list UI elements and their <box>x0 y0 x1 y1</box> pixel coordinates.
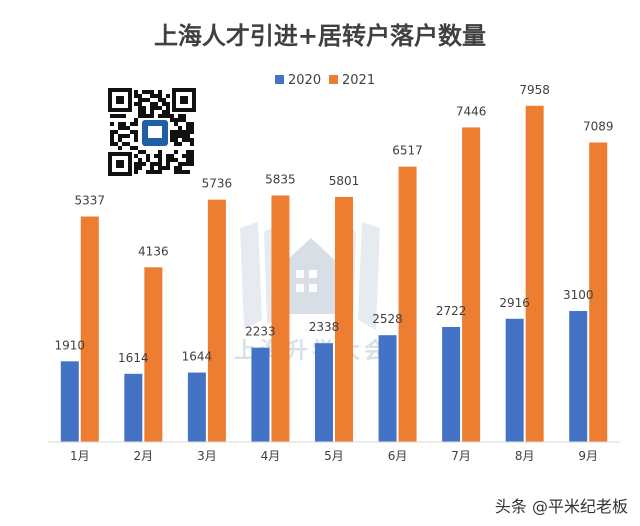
data-label-2021-3: 5736 <box>202 177 233 191</box>
data-label-2020-5: 2338 <box>309 320 340 334</box>
x-tick-label-5: 5月 <box>324 449 344 463</box>
data-label-2021-4: 5835 <box>265 172 296 186</box>
data-label-2020-7: 2722 <box>436 304 467 318</box>
bars <box>60 105 608 443</box>
credit-text: 头条 @平米纪老板 <box>495 497 628 516</box>
data-label-2020-9: 3100 <box>563 288 594 302</box>
qr-code-icon <box>108 88 196 176</box>
legend-swatch-2021 <box>329 75 338 84</box>
bar-2021-3 <box>207 199 226 442</box>
data-label-2021-2: 4136 <box>138 244 169 258</box>
data-label-2020-1: 1910 <box>55 338 86 352</box>
x-tick-label-4: 4月 <box>261 449 281 463</box>
bar-2021-1 <box>80 216 99 442</box>
data-label-2020-4: 2233 <box>245 325 276 339</box>
bar-2021-2 <box>144 267 163 442</box>
bar-2021-8 <box>525 105 544 442</box>
x-tick-label-6: 6月 <box>388 449 408 463</box>
data-label-2020-2: 1614 <box>118 351 149 365</box>
x-tick-label-1: 1月 <box>70 449 90 463</box>
bar-2020-4 <box>251 347 270 442</box>
bar-2020-3 <box>187 372 206 442</box>
watermark: 上海升学大会 <box>234 222 386 364</box>
bar-2021-6 <box>398 166 417 443</box>
x-tick-label-8: 8月 <box>515 449 535 463</box>
bar-2021-9 <box>589 142 608 442</box>
data-labels: 1910 5337 1614 4136 1644 5736 2233 5835 2338 5801… <box>55 83 614 365</box>
bar-2020-1 <box>60 361 79 442</box>
bar-2020-6 <box>378 335 397 442</box>
data-label-2021-5: 5801 <box>329 174 360 188</box>
x-tick-labels: 1月 2月 3月 4月 5月 6月 7月 8月 9月 <box>70 449 598 463</box>
x-tick-label-9: 9月 <box>578 449 598 463</box>
bar-2020-9 <box>569 311 588 442</box>
legend-label-2021: 2021 <box>342 73 375 88</box>
bar-2020-2 <box>124 373 143 442</box>
data-label-2020-8: 2916 <box>499 296 530 310</box>
house-icon <box>240 222 380 330</box>
bar-2020-7 <box>442 326 461 442</box>
data-label-2021-1: 5337 <box>75 194 106 208</box>
data-label-2021-8: 7958 <box>519 83 550 97</box>
bar-2020-5 <box>315 343 333 442</box>
data-label-2021-6: 6517 <box>392 144 423 158</box>
data-label-2020-3: 1644 <box>182 350 213 364</box>
bar-2020-8 <box>505 318 524 442</box>
legend-label-2020: 2020 <box>288 73 321 88</box>
x-tick-label-3: 3月 <box>197 449 217 463</box>
data-label-2020-6: 2528 <box>372 312 403 326</box>
x-tick-label-2: 2月 <box>134 449 154 463</box>
x-tick-label-7: 7月 <box>451 449 471 463</box>
legend-swatch-2020 <box>275 75 284 84</box>
data-label-2021-9: 7089 <box>583 119 614 133</box>
data-label-2021-7: 7446 <box>456 104 487 118</box>
chart-title: 上海人才引进+居转户落户数量 <box>154 22 486 50</box>
bar-2021-4 <box>271 195 290 442</box>
bar-2021-5 <box>335 196 353 442</box>
bar-2021-7 <box>462 127 481 443</box>
legend: 2020 2021 <box>275 73 375 88</box>
